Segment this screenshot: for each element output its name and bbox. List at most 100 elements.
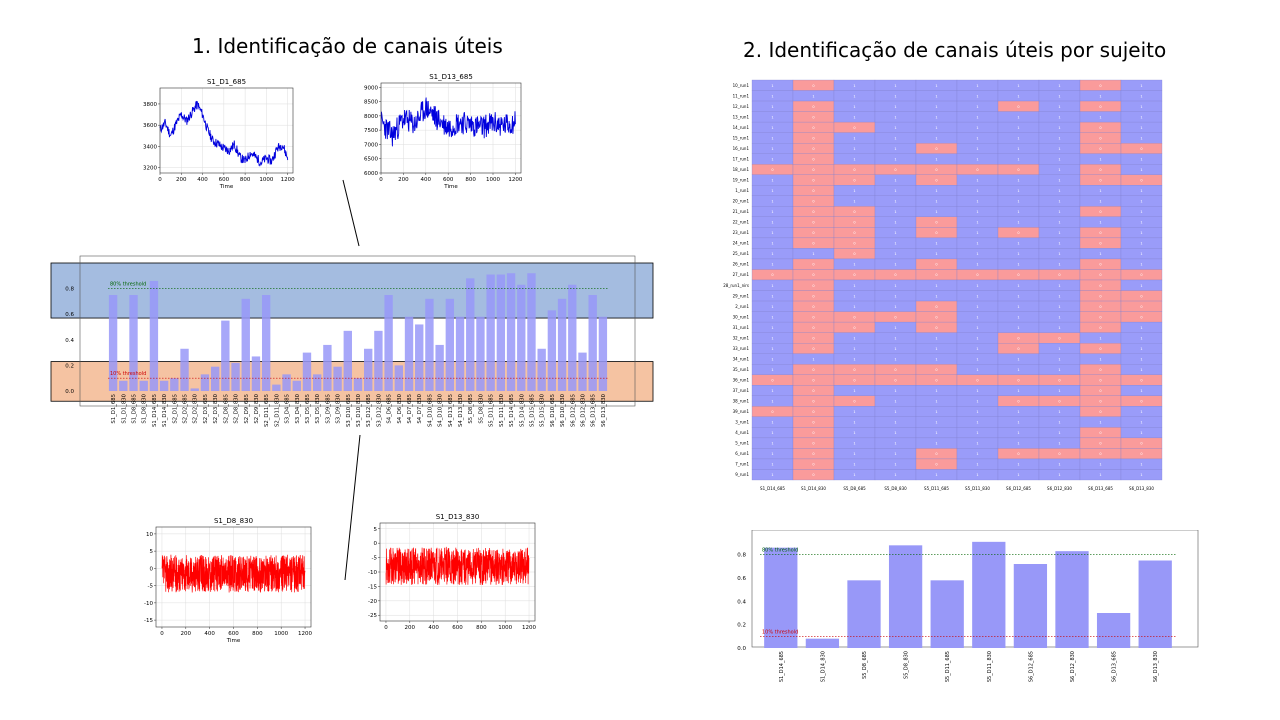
heatmap-cell-value: 1	[1017, 305, 1019, 309]
heatmap-cell-value: 0	[935, 315, 937, 319]
heatmap-cell-value: 0	[1099, 389, 1101, 393]
x-tick-label: 1000	[498, 625, 512, 631]
heatmap-cell-value: 1	[771, 84, 773, 88]
x-tick-label: 0	[384, 625, 388, 631]
heatmap-cell-value: 1	[1140, 336, 1142, 340]
heatmap-cell-value: 1	[853, 284, 855, 288]
heatmap-row-label: 32_run1	[733, 335, 750, 340]
heatmap-cell-value: 0	[1140, 400, 1142, 404]
heatmap-cell-value: 1	[1017, 157, 1019, 161]
y-tick-label: 3800	[143, 102, 157, 108]
heatmap-row-label: 18_run1	[733, 167, 750, 172]
heatmap-cell-value: 1	[976, 115, 978, 119]
heatmap-cell-value: 1	[1099, 221, 1101, 225]
heatmap-cell-value: 1	[935, 347, 937, 351]
heatmap-cell-value: 1	[894, 231, 896, 235]
heatmap-row-label: 24_run1	[733, 241, 750, 246]
x-tick-label: 800	[465, 177, 476, 183]
heatmap-row-label: 33_run1	[733, 346, 750, 351]
y-tick-label: 0.4	[65, 338, 74, 344]
heatmap-cell-value: 1	[1099, 200, 1101, 204]
x-tick-label: 200	[405, 625, 416, 631]
category-label: S2_D2_830	[193, 393, 199, 423]
category-label: S5_D11_685	[945, 651, 951, 682]
y-tick-label: -5	[148, 584, 154, 590]
heatmap-cell-value: 0	[1017, 347, 1019, 351]
heatmap-col-label: S5_D8_685	[843, 486, 866, 491]
heatmap-cell-value: 1	[894, 252, 896, 256]
y-tick-label: 0.2	[65, 363, 74, 369]
heatmap-cell-value: 1	[976, 284, 978, 288]
y-tick-label: 0.2	[737, 623, 746, 629]
x-axis-label: Time	[226, 638, 241, 644]
heatmap-cell-value: 0	[1099, 431, 1101, 435]
heatmap-cell-value: 0	[771, 273, 773, 277]
heatmap-cell-value: 0	[812, 421, 814, 425]
heatmap-cell-value: 0	[1099, 263, 1101, 267]
heatmap-cell-value: 0	[812, 200, 814, 204]
heatmap-cell-value: 1	[853, 357, 855, 361]
heatmap-cell-value: 1	[1017, 242, 1019, 246]
y-tick-label: 0.8	[737, 553, 746, 559]
heatmap-cell-value: 0	[1099, 305, 1101, 309]
heatmap-cell-value: 1	[976, 463, 978, 467]
heatmap-cell-value: 1	[853, 421, 855, 425]
heatmap-cell-value: 1	[1140, 115, 1142, 119]
heatmap-row-label: 34_run1	[733, 356, 750, 361]
plot-frame	[159, 87, 294, 174]
x-tick-label: 400	[204, 631, 215, 637]
heatmap-cell-value: 1	[853, 347, 855, 351]
heatmap-cell-value: 0	[853, 252, 855, 256]
heatmap-cell-value: 1	[976, 389, 978, 393]
heatmap-cell-value: 1	[1099, 357, 1101, 361]
heatmap-cell-value: 0	[1099, 347, 1101, 351]
heatmap-cell-value: 1	[1140, 410, 1142, 414]
category-label: S2_D11_685	[264, 394, 270, 427]
heatmap-cell-value: 0	[935, 179, 937, 183]
heatmap-cell-value: 1	[976, 315, 978, 319]
heatmap-cell-value: 1	[771, 336, 773, 340]
heatmap-cell-value: 1	[771, 200, 773, 204]
heatmap-cell-value: 0	[935, 326, 937, 330]
heatmap-cell-value: 0	[1017, 452, 1019, 456]
heatmap-cell-value: 0	[812, 442, 814, 446]
heatmap-cell-value: 1	[1058, 347, 1060, 351]
bar-S3_D5_685	[302, 352, 312, 391]
heatmap-row-label: 7_run1	[735, 462, 749, 467]
heatmap-cell-value: 1	[1058, 263, 1060, 267]
y-tick-label: 6500	[364, 157, 378, 163]
heatmap-cell-value: 0	[935, 379, 937, 383]
heatmap-cell-value: 1	[976, 263, 978, 267]
bar-S4_D13_685	[445, 298, 455, 391]
heatmap-row-label: 36_run1	[733, 378, 750, 383]
heatmap-cell-value: 1	[1058, 473, 1060, 477]
heatmap-row-label: 31_run1	[733, 325, 750, 330]
heatmap-row-label: 4_run1	[735, 430, 749, 435]
bar-S1_D1_685	[108, 295, 118, 391]
heatmap-cell-value: 0	[812, 305, 814, 309]
y-tick-label: 7500	[364, 128, 378, 134]
plot-frame	[380, 82, 522, 174]
heatmap-cell-value: 1	[976, 473, 978, 477]
heatmap-cell-value: 1	[1058, 389, 1060, 393]
heatmap-row-label: 15_run1	[733, 135, 750, 140]
heatmap-cell-value: 1	[771, 452, 773, 456]
heatmap-cell-value: 0	[1099, 179, 1101, 183]
heatmap-row-label: 2_run1	[735, 304, 749, 309]
x-tick-label: 0	[379, 177, 383, 183]
bar-S5_D11_685	[486, 274, 495, 391]
heatmap-cell-value: 1	[935, 126, 937, 130]
heatmap-cell-value: 0	[1140, 315, 1142, 319]
heatmap-cell-value: 1	[1058, 305, 1060, 309]
heatmap-row-label: 21_run1	[733, 209, 750, 214]
category-label: S3_D4_685	[285, 394, 291, 424]
heatmap-cell-value: 1	[1140, 200, 1142, 204]
heatmap-cell-value: 1	[976, 189, 978, 193]
heatmap-cell-value: 0	[812, 284, 814, 288]
heatmap-row-label: 13_run1	[733, 114, 750, 119]
heatmap-cell-value: 1	[1140, 84, 1142, 88]
bar-S5_D8_830	[476, 316, 485, 391]
heatmap-col-label: S6_D13_830	[1129, 486, 1154, 491]
heatmap-cell-value: 1	[1099, 94, 1101, 98]
